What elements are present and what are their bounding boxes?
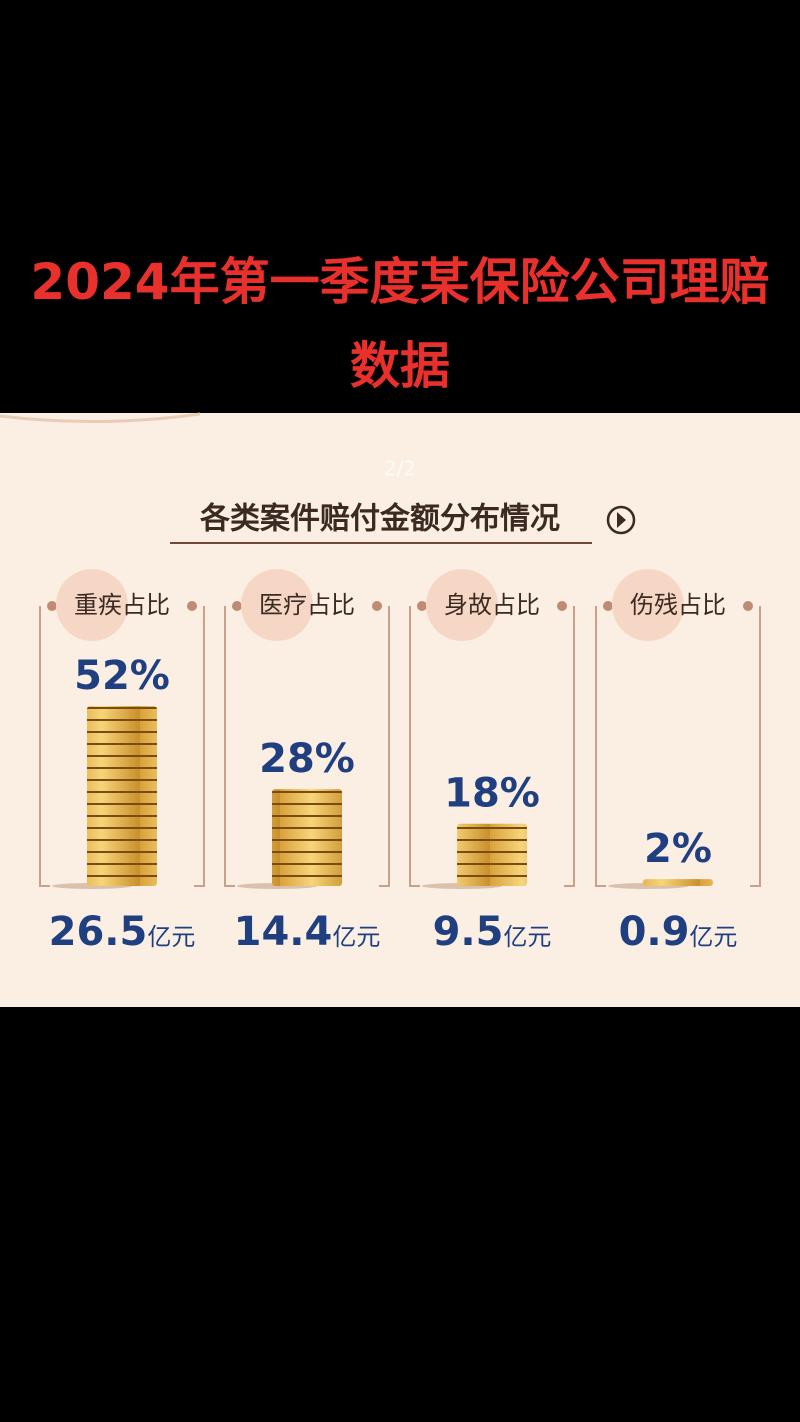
amount-unit: 亿元 xyxy=(147,923,195,951)
amount-value: 0.9 xyxy=(619,909,690,955)
category-label: 伤残占比 xyxy=(630,591,726,619)
decor-arc xyxy=(0,412,201,424)
frame-dot xyxy=(187,601,197,611)
column-frame xyxy=(224,606,390,887)
frame-dot xyxy=(47,601,57,611)
frame-dot xyxy=(603,601,613,611)
amount-label: 9.5亿元 xyxy=(433,909,552,955)
amount-value: 9.5 xyxy=(433,909,504,955)
page-title: 2024年第一季度某保险公司理赔数据 xyxy=(30,253,770,395)
arrow-icon[interactable] xyxy=(606,505,636,535)
amount-unit: 亿元 xyxy=(503,923,551,951)
frame-dot xyxy=(232,601,242,611)
coin-stack xyxy=(457,823,527,886)
frame-dot xyxy=(417,601,427,611)
category-label: 身故占比 xyxy=(444,591,540,619)
label-badge xyxy=(56,569,128,641)
column-frame xyxy=(409,606,575,887)
arrow-icon-head xyxy=(617,512,626,528)
frame-dot xyxy=(743,601,753,611)
amount-value: 26.5 xyxy=(49,909,148,955)
amount-label: 14.4亿元 xyxy=(234,909,381,955)
page-indicator: 2/2 xyxy=(384,457,416,481)
label-badge xyxy=(241,569,313,641)
frame-dot xyxy=(372,601,382,611)
value-label: 28% xyxy=(259,736,355,782)
amount-unit: 亿元 xyxy=(689,923,737,951)
frame-dot xyxy=(557,601,567,611)
value-label: 18% xyxy=(444,771,540,817)
category-label: 重疾占比 xyxy=(74,591,170,619)
column-frame xyxy=(595,606,761,887)
amount-unit: 亿元 xyxy=(332,923,380,951)
amount-label: 26.5亿元 xyxy=(49,909,196,955)
value-label: 2% xyxy=(644,826,712,872)
chart-title: 各类案件赔付金额分布情况 xyxy=(199,502,560,537)
amount-value: 14.4 xyxy=(234,909,333,955)
category-label: 医疗占比 xyxy=(259,591,355,619)
column-frame xyxy=(39,606,205,887)
value-label: 52% xyxy=(74,653,170,699)
coin-stack xyxy=(87,706,157,886)
label-badge xyxy=(426,569,498,641)
coin-stack xyxy=(643,879,713,886)
label-badge xyxy=(612,569,684,641)
amount-label: 0.9亿元 xyxy=(619,909,738,955)
coin-stack xyxy=(272,789,342,886)
